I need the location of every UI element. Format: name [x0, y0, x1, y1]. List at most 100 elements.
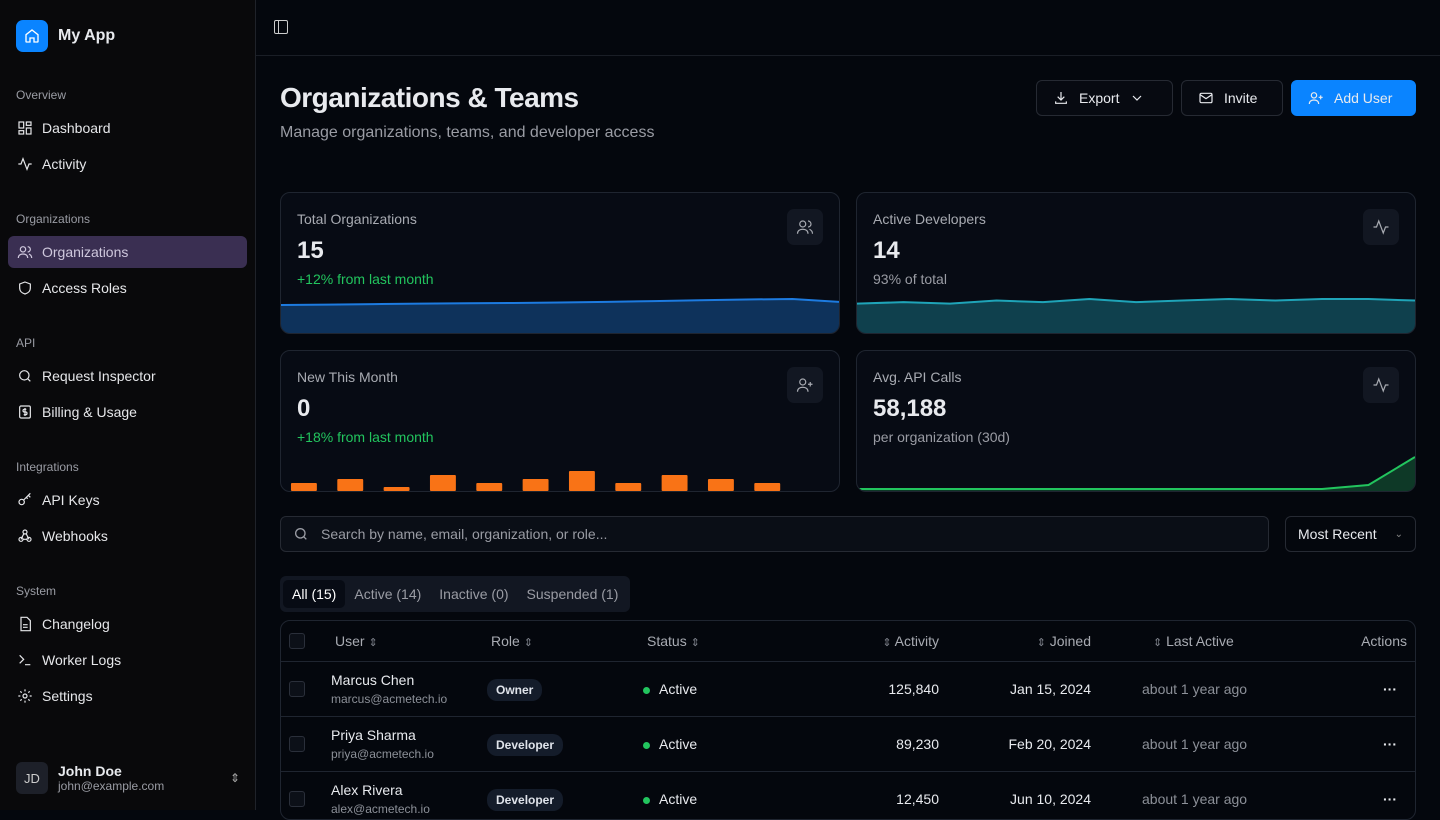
sort-icon: ⇕: [1153, 637, 1163, 649]
stat-sub: 93% of total: [873, 271, 947, 287]
status: Active: [643, 791, 697, 807]
bar: [707, 479, 734, 491]
sidebar-item-changelog[interactable]: Changelog: [8, 608, 247, 640]
tab-active[interactable]: Active (14): [354, 586, 422, 602]
user-name: Marcus Chen: [331, 672, 415, 688]
table-row[interactable]: Priya Sharma priya@acmetech.io Developer …: [281, 717, 1415, 772]
col-user[interactable]: User ⇕: [335, 633, 378, 649]
sidebar-item-dashboard[interactable]: Dashboard: [8, 112, 247, 144]
gear-icon: [18, 689, 32, 703]
users-table: User ⇕ Role ⇕ Status ⇕ ⇕ Activity ⇕ Join…: [280, 620, 1416, 820]
sidebar-item-label: Webhooks: [42, 528, 108, 544]
status-dot: [643, 796, 650, 804]
row-checkbox[interactable]: [289, 681, 305, 697]
sort-icon: ⇕: [1036, 637, 1046, 649]
table-header: User ⇕ Role ⇕ Status ⇕ ⇕ Activity ⇕ Join…: [281, 621, 1415, 662]
brand[interactable]: My App: [16, 20, 115, 52]
sparkline-area: [857, 457, 1415, 491]
tab-all[interactable]: All (15): [283, 580, 346, 608]
col-role[interactable]: Role ⇕: [491, 633, 533, 649]
more-actions-icon[interactable]: ···: [1383, 736, 1397, 752]
sort-select[interactable]: Most Recent ⌄: [1285, 516, 1416, 552]
sort-icon: ⇕: [690, 637, 700, 649]
sidebar-item-settings[interactable]: Settings: [8, 680, 247, 712]
table-row[interactable]: Alex Rivera alex@acmetech.io Developer Ac…: [281, 772, 1415, 819]
app-name: My App: [58, 27, 116, 44]
sidebar-item-organizations[interactable]: Organizations: [8, 236, 247, 268]
table-row[interactable]: Marcus Chen marcus@acmetech.io Owner Acti…: [281, 662, 1415, 717]
export-button[interactable]: Export: [1036, 80, 1173, 116]
bar: [568, 471, 595, 491]
sidebar-item-webhooks[interactable]: Webhooks: [8, 520, 247, 552]
select-all-checkbox[interactable]: [289, 633, 305, 649]
row-checkbox[interactable]: [289, 791, 305, 807]
sidebar-item-label: Activity: [42, 156, 87, 172]
last-active: about 1 year ago: [1142, 791, 1248, 807]
dollar-icon: [19, 405, 31, 419]
key-icon: [18, 492, 31, 506]
stat-sub: per organization (30d): [873, 429, 1010, 445]
sidebar-item-billing-usage[interactable]: Billing & Usage: [8, 396, 247, 428]
users-icon: [17, 246, 33, 259]
sidebar: My App Overview Dashboard Activity Organiza…: [0, 0, 256, 810]
sidebar-toggle-icon[interactable]: [274, 20, 288, 34]
bar: [661, 475, 688, 491]
bar: [476, 483, 503, 491]
sidebar-item-request-inspector[interactable]: Request Inspector: [8, 360, 247, 392]
search-placeholder: Search by name, email, organization, or …: [321, 526, 608, 542]
role-badge: Developer: [487, 789, 564, 811]
joined: Jan 15, 2024: [1010, 681, 1091, 697]
bar: [615, 483, 642, 491]
stat-card: Active Developers 14 93% of total: [856, 192, 1416, 334]
invite-button[interactable]: Invite: [1181, 80, 1283, 116]
bar: [429, 475, 456, 491]
more-actions-icon[interactable]: ···: [1383, 791, 1397, 807]
sidebar-item-label: Access Roles: [42, 280, 127, 296]
sidebar-item-label: Request Inspector: [42, 368, 156, 384]
status-dot: [643, 686, 650, 694]
joined: Jun 10, 2024: [1010, 791, 1091, 807]
sidebar-item-access-roles[interactable]: Access Roles: [8, 272, 247, 304]
role-badge: Developer: [487, 734, 564, 756]
role-badge: Owner: [487, 679, 543, 701]
stat-card: Total Organizations 15 +12% from last mo…: [280, 192, 840, 334]
activity-icon: [18, 156, 32, 172]
activity-icon: [1363, 367, 1399, 403]
sidebar-item-worker-logs[interactable]: Worker Logs: [8, 644, 247, 676]
sidebar-item-label: Settings: [42, 688, 93, 704]
section-overview: Overview: [16, 88, 67, 102]
user-menu[interactable]: JD John Doe john@example.com ⇕: [16, 762, 240, 794]
sort-icon: ⇕: [882, 637, 892, 649]
invite-label: Invite: [1224, 90, 1258, 106]
bar: [290, 483, 317, 491]
search-input[interactable]: Search by name, email, organization, or …: [280, 516, 1269, 552]
sidebar-item-api-keys[interactable]: API Keys: [8, 484, 247, 516]
tab-inactive[interactable]: Inactive (0): [439, 586, 509, 602]
stat-value: 14: [873, 237, 900, 264]
stat-label: Active Developers: [873, 211, 986, 227]
avatar: JD: [16, 762, 48, 794]
page-title: Organizations & Teams: [280, 82, 579, 113]
tab-suspended[interactable]: Suspended (1): [526, 586, 619, 602]
stat-sub: +12% from last month: [297, 271, 434, 287]
shield-icon: [19, 281, 31, 295]
activity: 12,450: [896, 791, 939, 807]
stat-value: 0: [297, 395, 311, 422]
sparkline: [857, 456, 1415, 490]
export-label: Export: [1079, 90, 1120, 106]
col-status[interactable]: Status ⇕: [647, 633, 700, 649]
bar: [337, 479, 364, 491]
more-actions-icon[interactable]: ···: [1383, 681, 1397, 697]
row-checkbox[interactable]: [289, 736, 305, 752]
col-joined[interactable]: ⇕ Joined: [1036, 633, 1091, 649]
add-user-button[interactable]: Add User: [1291, 80, 1416, 116]
terminal-icon: [19, 654, 31, 666]
col-activity[interactable]: ⇕ Activity: [882, 633, 939, 649]
sort-value: Most Recent: [1298, 526, 1377, 542]
stat-label: Total Organizations: [297, 211, 417, 227]
last-active: about 1 year ago: [1142, 681, 1248, 697]
col-last-active[interactable]: ⇕ Last Active: [1153, 633, 1234, 649]
dashboard-icon: [18, 121, 32, 135]
sidebar-item-activity[interactable]: Activity: [8, 148, 247, 180]
bar: [754, 483, 781, 491]
